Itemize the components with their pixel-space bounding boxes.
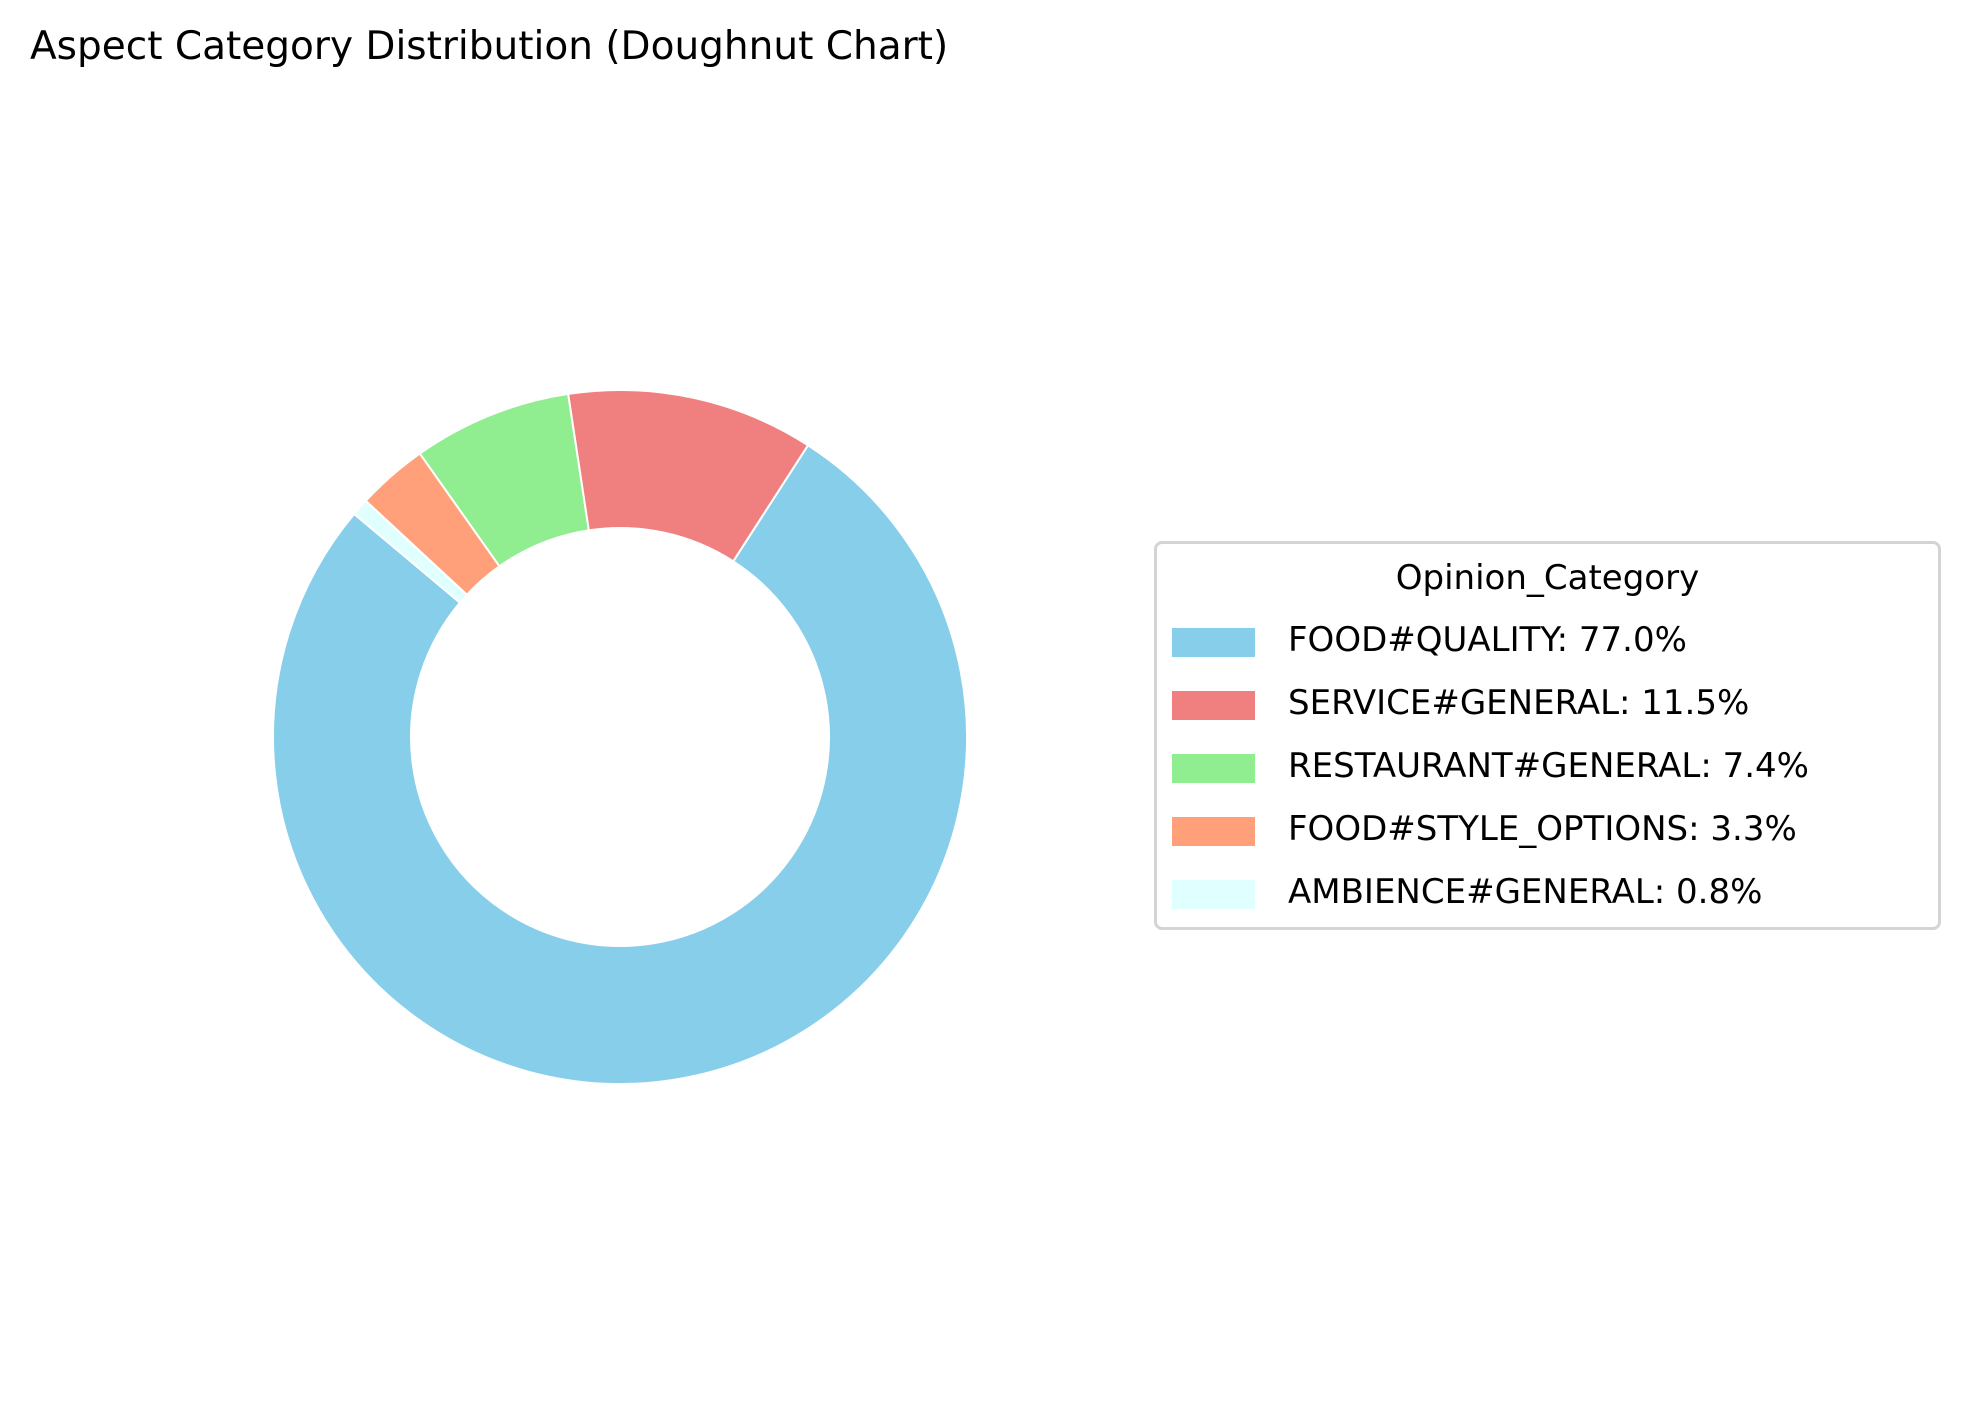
slice-food-quality	[272, 444, 968, 1085]
legend-label-ambience-general: AMBIENCE#GENERAL: 0.8%	[1288, 872, 1763, 912]
legend-swatch-food-quality	[1172, 628, 1255, 657]
legend-label-service-general: SERVICE#GENERAL: 11.5%	[1288, 683, 1750, 723]
legend-label-food-quality: FOOD#QUALITY: 77.0%	[1288, 620, 1687, 660]
legend-swatch-restaurant-general	[1172, 754, 1255, 783]
legend: Opinion_Category FOOD#QUALITY: 77.0% SERV…	[1154, 541, 1941, 930]
legend-label-restaurant-general: RESTAURANT#GENERAL: 7.4%	[1288, 746, 1809, 786]
legend-title: Opinion_Category	[1395, 558, 1700, 598]
legend-swatch-service-general	[1172, 691, 1255, 720]
slice-ambience-general	[353, 499, 468, 604]
legend-label-food-style-options: FOOD#STYLE_OPTIONS: 3.3%	[1288, 809, 1797, 849]
legend-swatch-ambience-general	[1172, 880, 1255, 909]
doughnut-slices	[272, 389, 968, 1085]
legend-swatch-food-style-options	[1172, 817, 1255, 846]
chart-title: Aspect Category Distribution (Doughnut C…	[30, 24, 949, 69]
